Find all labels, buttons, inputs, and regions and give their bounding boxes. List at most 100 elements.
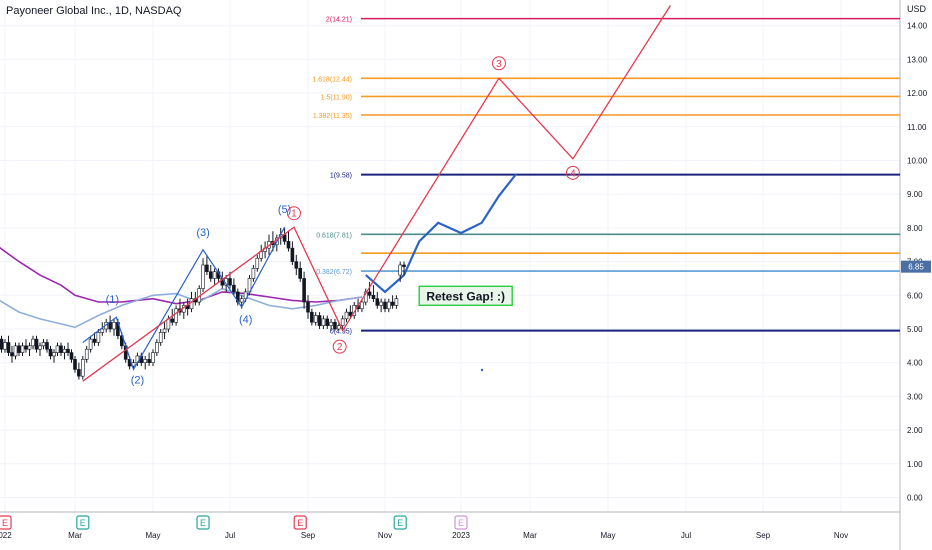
candle-body bbox=[306, 301, 310, 313]
current-price-label: 6.85 bbox=[908, 263, 924, 272]
time-tick-label: 022 bbox=[0, 531, 12, 540]
candle-body bbox=[66, 348, 70, 353]
time-tick-label: Mar bbox=[523, 531, 537, 540]
candle-body bbox=[17, 345, 21, 353]
candle-body bbox=[31, 338, 35, 347]
retest-gap-annotation-text: Retest Gap! :) bbox=[426, 289, 505, 303]
candle-body bbox=[6, 342, 11, 353]
time-tick-label: Nov bbox=[834, 531, 848, 540]
time-tick-label: 2023 bbox=[452, 531, 470, 540]
candle-body bbox=[55, 345, 60, 353]
fib-level-label: 1.618(12.44) bbox=[312, 76, 352, 83]
price-tick-label: 13.00 bbox=[907, 55, 928, 64]
earnings-marker-letter: E bbox=[200, 518, 206, 528]
price-tick-label: 8.00 bbox=[907, 224, 923, 233]
candle-body bbox=[340, 318, 345, 326]
candle-body bbox=[59, 345, 63, 353]
candle-body bbox=[321, 318, 326, 326]
candle-body bbox=[313, 315, 318, 323]
candle-body bbox=[147, 359, 151, 363]
fib-level-label: 1.382(11.35) bbox=[313, 113, 352, 120]
candle-body bbox=[77, 369, 81, 377]
price-tick-label: 3.00 bbox=[907, 392, 923, 401]
fib-level-label: 0(4.95) bbox=[330, 329, 352, 336]
earnings-marker-letter: E bbox=[397, 518, 403, 528]
candlesticks bbox=[0, 227, 406, 380]
candle-body bbox=[205, 264, 209, 273]
candle-body bbox=[162, 328, 167, 333]
earnings-marker bbox=[0, 515, 12, 530]
retest-gap-annotation-box bbox=[418, 285, 513, 306]
series-line bbox=[0, 287, 363, 329]
earnings-marker bbox=[76, 515, 90, 530]
earnings-marker bbox=[293, 515, 307, 530]
earnings-marker-letter: E bbox=[2, 518, 8, 528]
wave-circle bbox=[332, 339, 347, 354]
candle-body bbox=[69, 352, 74, 360]
candle-body bbox=[96, 332, 101, 343]
time-tick-label: Mar bbox=[68, 531, 82, 540]
fib-level-label: 1(9.58) bbox=[330, 173, 352, 180]
current-price-tag bbox=[901, 260, 931, 273]
fib-level-label: 0.382(6.72) bbox=[316, 269, 352, 276]
impulse-wave-line bbox=[82, 226, 286, 371]
wave-circle bbox=[286, 206, 301, 221]
price-tick-label: 11.00 bbox=[907, 123, 927, 132]
candle-body bbox=[386, 301, 391, 310]
candle-body bbox=[45, 342, 49, 350]
candle-body bbox=[84, 348, 89, 360]
series-line bbox=[365, 173, 518, 294]
price-tick-label: 12.00 bbox=[907, 89, 928, 98]
chart-title: Payoneer Global Inc., 1D, NASDAQ bbox=[6, 5, 182, 17]
candle-body bbox=[325, 318, 330, 326]
candle-body bbox=[360, 301, 364, 310]
price-tick-label: 6.00 bbox=[907, 291, 923, 300]
time-tick-label: May bbox=[600, 531, 615, 540]
candle-body bbox=[155, 342, 159, 353]
wave-label: (2) bbox=[131, 374, 144, 386]
stray-dot bbox=[480, 368, 484, 372]
candle-body bbox=[20, 345, 25, 353]
earnings-marker bbox=[196, 515, 210, 530]
candle-body bbox=[48, 348, 53, 357]
earnings-marker-letter: E bbox=[458, 518, 464, 528]
candle-body bbox=[158, 332, 163, 343]
candle-body bbox=[73, 359, 77, 370]
candle-body bbox=[3, 342, 7, 350]
candle-body bbox=[143, 359, 147, 363]
earnings-marker bbox=[454, 515, 468, 530]
candle-body bbox=[62, 348, 67, 353]
candle-body bbox=[174, 308, 178, 323]
time-tick-label: Sep bbox=[756, 531, 771, 540]
candle-body bbox=[189, 298, 194, 310]
candle-body bbox=[310, 311, 314, 323]
candle-body bbox=[232, 284, 236, 293]
candle-body bbox=[375, 298, 380, 306]
earnings-marker bbox=[393, 515, 407, 530]
time-tick-label: Sep bbox=[301, 531, 316, 540]
candle-body bbox=[333, 321, 337, 330]
price-tick-label: 5.00 bbox=[907, 325, 923, 334]
candle-body bbox=[239, 298, 244, 303]
candle-body bbox=[348, 311, 353, 316]
fib-level-label: 0.618(7.81) bbox=[316, 232, 352, 239]
candle-body bbox=[201, 264, 205, 289]
candle-body bbox=[88, 338, 93, 350]
price-tick-label: 0.00 bbox=[907, 494, 923, 503]
wave-label: 1 bbox=[291, 209, 297, 220]
candle-body bbox=[10, 352, 14, 357]
candle-body bbox=[151, 352, 155, 363]
earnings-marker-letter: E bbox=[297, 518, 303, 528]
candle-body bbox=[302, 278, 306, 303]
candle-body bbox=[394, 298, 399, 306]
candle-body bbox=[367, 291, 372, 296]
wave-label: 2 bbox=[337, 342, 343, 353]
fib-level-label: 1.5(11.90) bbox=[321, 94, 352, 101]
candle-body bbox=[298, 268, 303, 279]
candle-body bbox=[294, 261, 299, 269]
wave-label: (4) bbox=[239, 314, 252, 326]
candle-body bbox=[34, 338, 39, 350]
candle-body bbox=[13, 345, 18, 357]
wave-label: 4 bbox=[570, 168, 576, 179]
